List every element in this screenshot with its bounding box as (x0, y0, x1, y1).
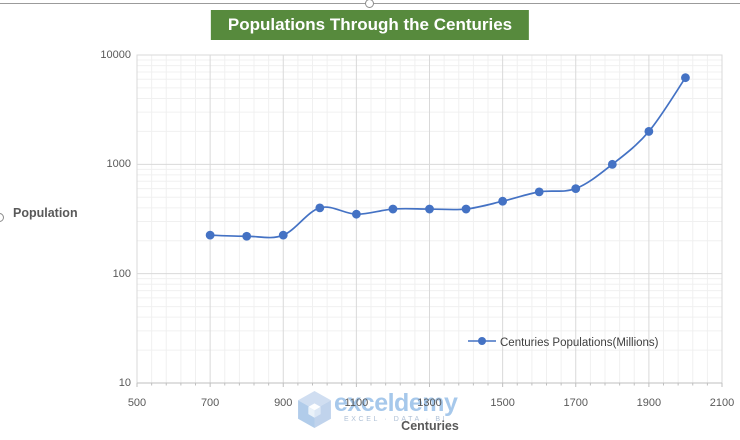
y-axis-tick-label[interactable]: 100 (112, 267, 131, 280)
watermark-brand: exceldemy (334, 389, 458, 417)
chart-resize-handle-top[interactable] (365, 0, 374, 8)
x-axis-tick-label[interactable]: 900 (274, 397, 293, 409)
x-axis-tick-label[interactable]: 1900 (636, 397, 662, 409)
exceldemy-logo-icon (298, 391, 331, 428)
x-axis-tick-label[interactable]: 700 (200, 397, 220, 409)
legend[interactable]: Centuries Populations(Millions) (468, 336, 659, 349)
legend-marker-icon (468, 336, 496, 349)
x-axis-tick-label[interactable]: 1700 (563, 397, 588, 409)
x-axis-title[interactable]: Centuries (401, 419, 459, 433)
watermark: exceldemy EXCEL · DATA · BI (298, 389, 458, 428)
y-axis-tick-label[interactable]: 1000 (106, 158, 131, 171)
y-axis-tick-label[interactable]: 10000 (100, 49, 131, 61)
x-axis-tick-label[interactable]: 1100 (344, 397, 369, 409)
legend-label: Centuries Populations(Millions) (500, 336, 659, 349)
x-axis-tick-label[interactable]: 500 (127, 397, 147, 409)
x-axis-tick-label[interactable]: 1300 (417, 397, 442, 409)
chart-title[interactable]: Populations Through the Centuries (210, 10, 530, 40)
y-axis-title[interactable]: Population (13, 206, 78, 220)
x-axis-tick-label[interactable]: 2100 (709, 397, 735, 409)
x-axis-tick-label[interactable]: 1500 (490, 397, 515, 409)
watermark-tagline: EXCEL · DATA · BI (344, 416, 448, 423)
y-axis-tick-label[interactable]: 10 (118, 377, 131, 389)
